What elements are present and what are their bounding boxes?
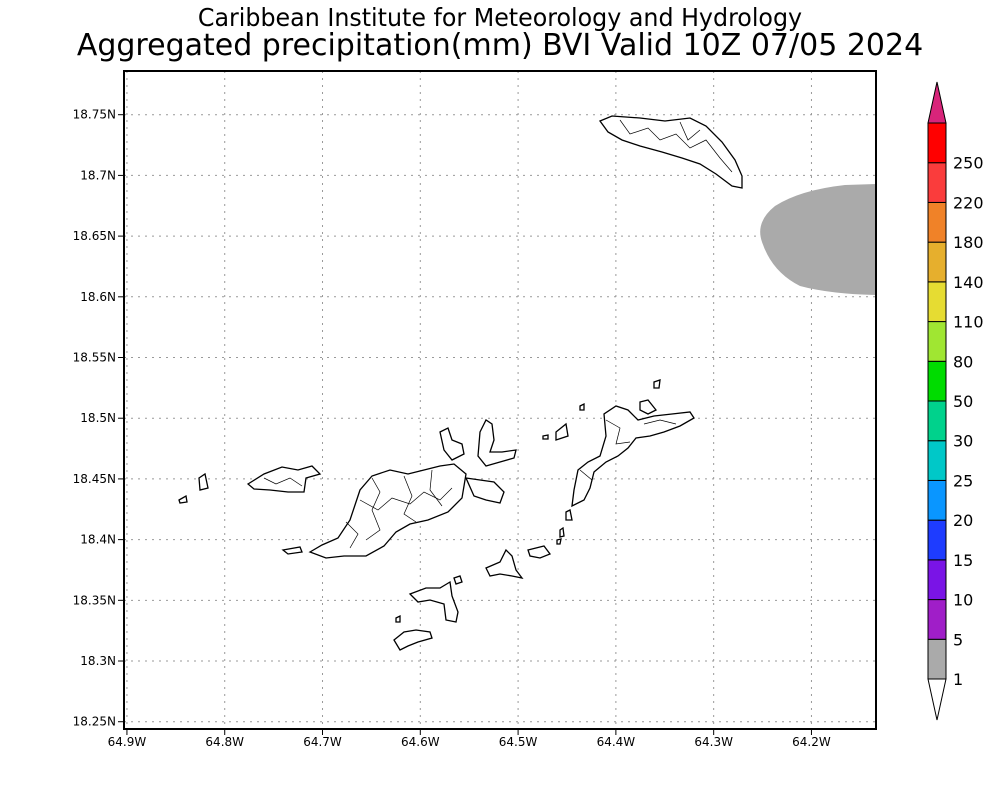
island-camanoe <box>477 419 517 467</box>
island-chain-a <box>559 526 565 538</box>
lon-tick-label: 64.9W <box>108 735 147 749</box>
island-eustatia <box>639 399 658 415</box>
colorbar-segment <box>927 360 947 402</box>
lat-tick-label: 18.75N <box>73 108 116 122</box>
gridlines <box>118 71 876 735</box>
colorbar-label: 50 <box>953 392 973 411</box>
colorbar-segment <box>927 281 947 323</box>
island-chain-b <box>556 538 562 545</box>
lat-tick-label: 18.55N <box>73 351 116 365</box>
chart-title: Caribbean Institute for Meteorology and … <box>197 3 803 32</box>
lat-tick-label: 18.25N <box>73 715 116 729</box>
colorbar-label: 15 <box>953 551 973 570</box>
colorbar-segment <box>927 599 947 640</box>
chart-subtitle: Aggregated precipitation(mm) BVI Valid 1… <box>76 28 924 63</box>
colorbar-segment <box>927 440 947 481</box>
colorbar-label: 25 <box>953 471 973 490</box>
colorbar-label: 220 <box>953 193 984 212</box>
island-tortola <box>308 463 467 559</box>
island-west-islet <box>178 494 188 504</box>
colorbar-segment <box>927 638 947 680</box>
colorbar-segment <box>927 122 947 164</box>
lon-tick-label: 64.4W <box>597 735 636 749</box>
lat-tick-label: 18.5N <box>80 411 116 425</box>
colorbar-segments <box>927 122 947 680</box>
islands-layer <box>178 115 743 651</box>
district-lines <box>263 119 733 549</box>
island-cooper <box>485 548 524 579</box>
colorbar-below-triangle <box>927 678 947 721</box>
island-fallen-jerusalem <box>565 509 573 521</box>
lat-tick-labels: 18.75N 18.7N 18.65N 18.6N 18.55N 18.5N 18.45N 1… <box>73 108 116 729</box>
lon-tick-label: 64.6W <box>401 735 440 749</box>
island-norman <box>393 629 433 651</box>
colorbar-label: 10 <box>953 591 973 610</box>
lat-tick-label: 18.6N <box>80 290 116 304</box>
lat-tick-label: 18.3N <box>80 654 116 668</box>
colorbar-label: 250 <box>953 154 984 173</box>
island-peter <box>408 580 459 623</box>
lat-tick-label: 18.45N <box>73 472 116 486</box>
lon-tick-label: 64.3W <box>694 735 733 749</box>
colorbar-label: 30 <box>953 432 973 451</box>
colorbar-segment <box>927 400 947 442</box>
colorbar-label: 140 <box>953 273 984 292</box>
island-guana <box>439 427 465 461</box>
map-frame <box>123 70 877 730</box>
precip-shaded-area <box>760 184 876 295</box>
island-beef <box>464 477 505 504</box>
island-necker <box>653 379 661 389</box>
island-ginger <box>527 545 552 559</box>
colorbar-segment <box>927 241 947 283</box>
island-virgin-gorda <box>571 405 695 508</box>
island-islet-b <box>555 422 569 441</box>
lat-tick-label: 18.35N <box>73 593 116 607</box>
colorbar-segment <box>927 519 947 561</box>
colorbar-segment <box>927 321 947 362</box>
island-norman-islet <box>395 614 401 623</box>
island-anegada <box>598 115 743 189</box>
colorbar-label: 80 <box>953 352 973 371</box>
lat-tick-label: 18.4N <box>80 533 116 547</box>
colorbar-segment <box>927 559 947 601</box>
island-islet-a <box>579 402 585 411</box>
lat-tick-label: 18.7N <box>80 168 116 182</box>
lat-tick-label: 18.65N <box>73 229 116 243</box>
island-great-thatch <box>281 546 303 555</box>
lon-tick-labels: 64.9W 64.8W 64.7W 64.6W 64.5W 64.4W 64.3W 64.2W <box>108 735 831 749</box>
lon-tick-label: 64.5W <box>499 735 538 749</box>
colorbar-segment <box>927 162 947 203</box>
colorbar-label: 110 <box>953 313 984 332</box>
island-islet-c <box>542 434 549 440</box>
lon-tick-label: 64.8W <box>205 735 244 749</box>
colorbar-segment <box>927 479 947 521</box>
island-jost-van-dyke <box>246 465 322 493</box>
lon-tick-label: 64.2W <box>792 735 831 749</box>
colorbar-label: 180 <box>953 233 984 252</box>
colorbar-above-triangle <box>927 81 947 124</box>
island-dead-chest <box>453 575 463 585</box>
island-sandy-cay <box>198 472 209 491</box>
lon-tick-label: 64.7W <box>303 735 342 749</box>
colorbar-label: 1 <box>953 670 963 689</box>
colorbar-segment <box>927 201 947 243</box>
colorbar-label: 20 <box>953 511 973 530</box>
colorbar-label: 5 <box>953 630 963 649</box>
